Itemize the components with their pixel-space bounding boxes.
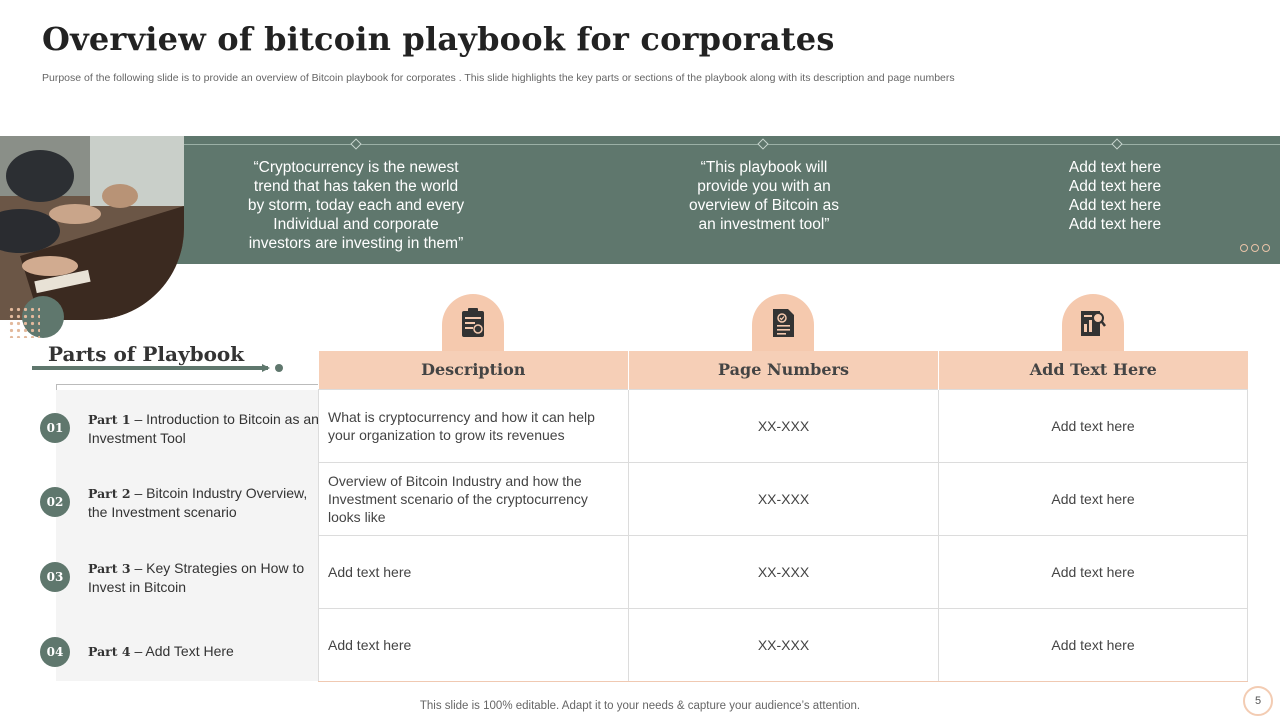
quote-line: investors are investing in them” bbox=[248, 235, 464, 252]
quote-line: “This playbook will bbox=[700, 159, 828, 176]
table-row: What is cryptocurrency and how it can he… bbox=[318, 388, 1248, 463]
part-item: 01 Part 1 – Introduction to Bitcoin as a… bbox=[40, 410, 320, 450]
report-magnifier-icon bbox=[1062, 294, 1124, 354]
part-title: Part 2 bbox=[88, 486, 131, 501]
meeting-photo bbox=[0, 136, 184, 320]
quote-line: provide you with an bbox=[697, 178, 831, 195]
part-title: Part 1 bbox=[88, 412, 131, 427]
diamond-marker bbox=[350, 138, 362, 150]
table-cell: Add text here bbox=[318, 534, 629, 609]
diamond-marker bbox=[1111, 138, 1123, 150]
decorative-dot-grid bbox=[8, 306, 40, 338]
parts-dot bbox=[275, 364, 283, 372]
table-cell: Add text here bbox=[318, 607, 629, 682]
quote-line: by storm, today each and every bbox=[247, 197, 465, 214]
part-description: – Add Text Here bbox=[130, 643, 234, 659]
part-description: – Bitcoin Industry Overview, the Investm… bbox=[88, 485, 308, 520]
part-title: Part 3 bbox=[88, 561, 131, 576]
clipboard-chart-icon bbox=[442, 294, 504, 354]
table-row: Add text here XX-XXX Add text here bbox=[318, 607, 1248, 682]
table-cell: Overview of Bitcoin Industry and how the… bbox=[318, 461, 629, 536]
quote-line: overview of Bitcoin as bbox=[689, 197, 839, 214]
column-header-description: Description bbox=[318, 351, 629, 389]
table-cell: XX-XXX bbox=[628, 388, 939, 463]
quote-banner: “Cryptocurrency is the newest trend that… bbox=[0, 136, 1280, 264]
banner-quote-3: Add text here Add text here Add text her… bbox=[1020, 158, 1210, 234]
slide-subtitle: Purpose of the following slide is to pro… bbox=[42, 72, 955, 84]
column-header-page-numbers: Page Numbers bbox=[628, 351, 939, 389]
quote-line: Individual and corporate bbox=[273, 216, 439, 233]
table-cell: XX-XXX bbox=[628, 607, 939, 682]
quote-line: Add text here bbox=[1068, 159, 1162, 176]
banner-quote-2: “This playbook will provide you with an … bbox=[664, 158, 864, 234]
table-cell: XX-XXX bbox=[628, 534, 939, 609]
part-number-badge: 01 bbox=[40, 413, 70, 443]
parts-panel bbox=[56, 390, 318, 681]
part-label: Part 1 – Introduction to Bitcoin as an I… bbox=[88, 410, 320, 447]
playbook-table: Description Page Numbers Add Text Here W… bbox=[318, 351, 1248, 682]
table-row: Overview of Bitcoin Industry and how the… bbox=[318, 461, 1248, 536]
part-label: Part 4 – Add Text Here bbox=[88, 642, 320, 661]
banner-divider-line bbox=[180, 144, 1280, 145]
table-cell: Add text here bbox=[938, 534, 1248, 609]
parts-heading: Parts of Playbook bbox=[48, 342, 245, 366]
part-description: – Key Strategies on How to Invest in Bit… bbox=[88, 560, 305, 595]
part-number-badge: 02 bbox=[40, 487, 70, 517]
part-label: Part 3 – Key Strategies on How to Invest… bbox=[88, 559, 320, 596]
part-label: Part 2 – Bitcoin Industry Overview, the … bbox=[88, 484, 320, 521]
table-cell: What is cryptocurrency and how it can he… bbox=[318, 388, 629, 463]
quote-line: Add text here bbox=[1068, 216, 1162, 233]
table-header-row: Description Page Numbers Add Text Here bbox=[318, 351, 1248, 389]
table-cell: Add text here bbox=[938, 461, 1248, 536]
quote-line: “Cryptocurrency is the newest bbox=[253, 159, 459, 176]
page-number: 5 bbox=[1243, 686, 1273, 716]
part-title: Part 4 bbox=[88, 644, 131, 659]
part-item: 04 Part 4 – Add Text Here bbox=[40, 634, 320, 674]
slide-title: Overview of bitcoin playbook for corpora… bbox=[42, 20, 835, 58]
diamond-marker bbox=[757, 138, 769, 150]
quote-line: trend that has taken the world bbox=[253, 178, 459, 195]
arrow-icon bbox=[262, 364, 270, 372]
decorative-dots bbox=[1240, 244, 1270, 252]
parts-bracket bbox=[56, 384, 318, 390]
table-row: Add text here XX-XXX Add text here bbox=[318, 534, 1248, 609]
banner-quote-1: “Cryptocurrency is the newest trend that… bbox=[236, 158, 476, 253]
table-cell: Add text here bbox=[938, 607, 1248, 682]
document-check-icon bbox=[752, 294, 814, 354]
quote-line: an investment tool” bbox=[698, 216, 830, 233]
part-item: 03 Part 3 – Key Strategies on How to Inv… bbox=[40, 559, 320, 599]
part-item: 02 Part 2 – Bitcoin Industry Overview, t… bbox=[40, 484, 320, 524]
table-cell: Add text here bbox=[938, 388, 1248, 463]
part-number-badge: 03 bbox=[40, 562, 70, 592]
table-cell: XX-XXX bbox=[628, 461, 939, 536]
column-header-add-text: Add Text Here bbox=[938, 351, 1248, 389]
part-number-badge: 04 bbox=[40, 637, 70, 667]
quote-line: Add text here bbox=[1068, 197, 1162, 214]
quote-line: Add text here bbox=[1068, 178, 1162, 195]
part-description: – Introduction to Bitcoin as an Investme… bbox=[88, 411, 319, 446]
footer-note: This slide is 100% editable. Adapt it to… bbox=[419, 700, 861, 712]
parts-underline bbox=[32, 366, 268, 370]
